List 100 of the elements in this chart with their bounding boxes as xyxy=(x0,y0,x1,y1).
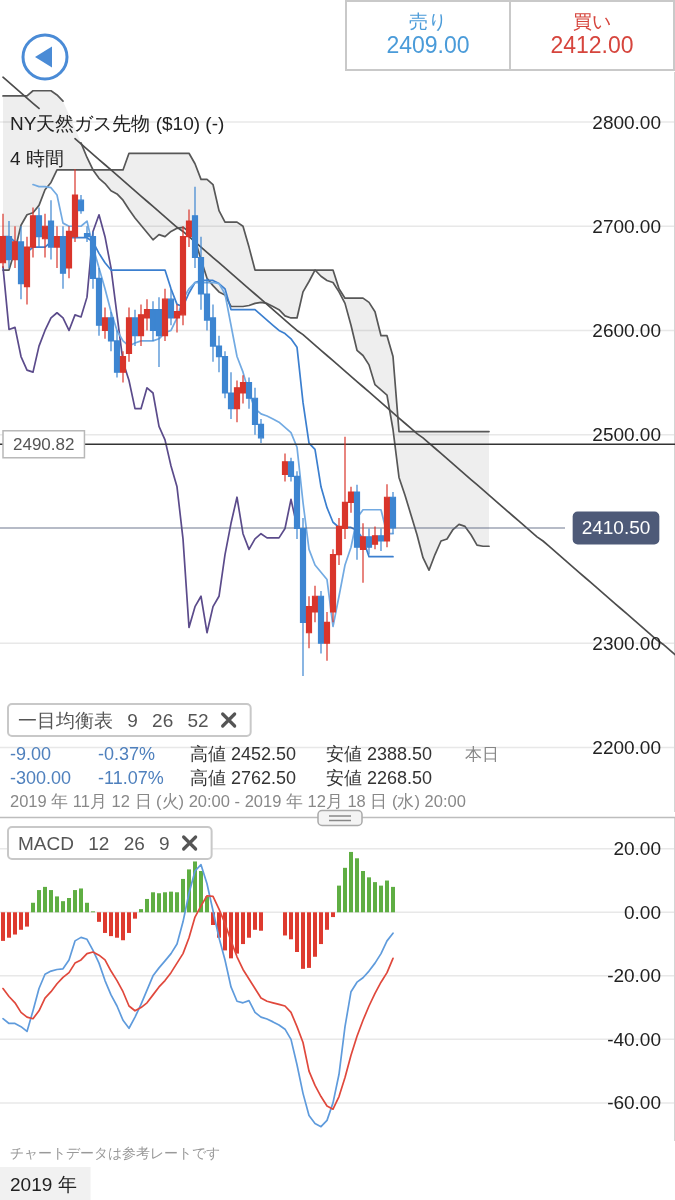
y-tick-label: 0.00 xyxy=(624,901,661,923)
bar xyxy=(247,912,251,938)
bar xyxy=(319,912,323,945)
bar xyxy=(325,912,329,930)
annotation: 高値 2762.50 xyxy=(190,768,297,788)
bar xyxy=(25,912,29,927)
bar xyxy=(55,896,59,913)
y-tick-label: 2200.00 xyxy=(592,736,661,758)
bar xyxy=(373,882,377,913)
text: 買い xyxy=(573,10,611,32)
bar xyxy=(283,912,287,936)
text: 2019 年 xyxy=(10,1173,77,1195)
bar xyxy=(43,886,47,913)
bar xyxy=(31,902,35,913)
bar xyxy=(199,871,203,913)
candlestick xyxy=(167,288,175,326)
y-tick-label: 2600.00 xyxy=(592,319,661,341)
bar xyxy=(7,912,11,938)
ref-line-label: 2490.82 xyxy=(13,434,75,454)
bar xyxy=(355,858,359,913)
candlestick xyxy=(0,213,7,269)
bar xyxy=(67,898,71,913)
annotation: -11.07% xyxy=(98,768,164,788)
bar xyxy=(133,912,137,919)
candlestick xyxy=(383,483,391,548)
candlestick xyxy=(323,611,331,662)
y-tick-label: -40.00 xyxy=(607,1028,661,1050)
bar xyxy=(1,912,5,941)
candlestick xyxy=(41,213,49,259)
y-tick-label: -60.00 xyxy=(607,1092,661,1114)
bar xyxy=(349,851,353,913)
bar xyxy=(103,912,107,933)
candlestick xyxy=(377,527,385,552)
bar xyxy=(109,912,113,937)
bar xyxy=(37,890,41,913)
text: MACD 12 26 9 xyxy=(18,832,170,854)
bar xyxy=(121,912,125,941)
candlestick xyxy=(281,452,289,483)
candlestick xyxy=(131,309,139,347)
text: NY天然ガス先物 ($10) (-) xyxy=(10,112,225,134)
bar xyxy=(301,912,305,969)
annotation: 一目均衡表 9 26 52 xyxy=(18,709,209,731)
line-series xyxy=(2,863,394,1128)
text: 4 時間 xyxy=(10,147,64,169)
bar xyxy=(391,886,395,913)
bar xyxy=(73,890,77,913)
bar xyxy=(259,912,263,931)
annotation: -300.00 xyxy=(10,768,72,788)
y-tick-label: -20.00 xyxy=(607,965,661,987)
bar xyxy=(289,912,293,940)
candlestick xyxy=(59,225,67,290)
text: 2412.00 xyxy=(550,32,634,58)
annotation: -9.00 xyxy=(10,744,52,764)
y-tick-label: 2700.00 xyxy=(592,215,661,237)
bar xyxy=(61,901,65,913)
candlestick xyxy=(125,306,133,363)
bar xyxy=(379,885,383,913)
bar xyxy=(169,891,173,913)
bar xyxy=(343,867,347,913)
candlestick xyxy=(359,522,367,584)
bar xyxy=(151,892,155,913)
annotation: 安値 2388.50 xyxy=(326,744,433,764)
bar xyxy=(295,912,299,952)
bar xyxy=(139,909,143,913)
bar xyxy=(49,890,53,913)
bar xyxy=(181,878,185,913)
annotation: 高値 2452.50 xyxy=(190,744,297,764)
annotation: 安値 2268.50 xyxy=(326,768,433,788)
bar xyxy=(313,912,317,957)
line-series xyxy=(2,894,394,1111)
bar xyxy=(307,912,311,968)
bar xyxy=(115,912,119,938)
bar xyxy=(253,912,257,930)
candlestick xyxy=(77,194,85,215)
candlestick xyxy=(101,306,109,340)
bar xyxy=(163,892,167,913)
candlestick xyxy=(317,590,325,655)
y-tick-label: 2300.00 xyxy=(592,632,661,654)
bar xyxy=(361,871,365,913)
bar xyxy=(85,902,89,913)
text: チャートデータは参考レートです xyxy=(10,1145,220,1161)
y-tick-label: 2800.00 xyxy=(592,111,661,133)
text: 売り xyxy=(409,10,447,32)
candlestick xyxy=(11,225,19,269)
bar xyxy=(157,893,161,913)
annotation: 本日 xyxy=(465,744,499,764)
candlestick xyxy=(119,350,127,384)
candlestick xyxy=(389,491,397,535)
bar xyxy=(127,912,131,933)
text: 2409.00 xyxy=(386,32,470,58)
bar xyxy=(145,898,149,913)
bar xyxy=(97,912,101,922)
bar xyxy=(337,885,341,913)
bar xyxy=(175,892,179,913)
candlestick xyxy=(17,225,25,300)
bar xyxy=(19,912,23,930)
bar xyxy=(241,912,245,945)
candlestick xyxy=(161,288,169,342)
bar xyxy=(13,912,17,935)
bar xyxy=(235,912,239,954)
